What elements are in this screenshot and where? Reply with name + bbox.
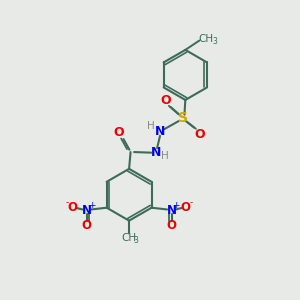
Text: S: S [178,111,188,125]
Text: N: N [151,146,162,159]
Text: N: N [167,204,177,217]
Text: -: - [189,198,193,207]
Text: O: O [160,94,171,107]
Text: N: N [155,125,165,138]
Text: 3: 3 [133,236,138,245]
Text: -: - [66,198,69,207]
Text: +: + [172,201,180,210]
Text: H: H [147,121,155,131]
Text: CH: CH [198,34,214,44]
Text: N: N [82,204,92,217]
Text: O: O [181,201,191,214]
Text: +: + [88,201,95,210]
Text: H: H [161,151,169,160]
Text: O: O [81,219,91,232]
Text: O: O [113,126,124,139]
Text: O: O [68,201,77,214]
Text: CH: CH [122,233,137,243]
Text: 3: 3 [212,37,217,46]
Text: O: O [166,219,176,232]
Text: O: O [195,128,206,141]
